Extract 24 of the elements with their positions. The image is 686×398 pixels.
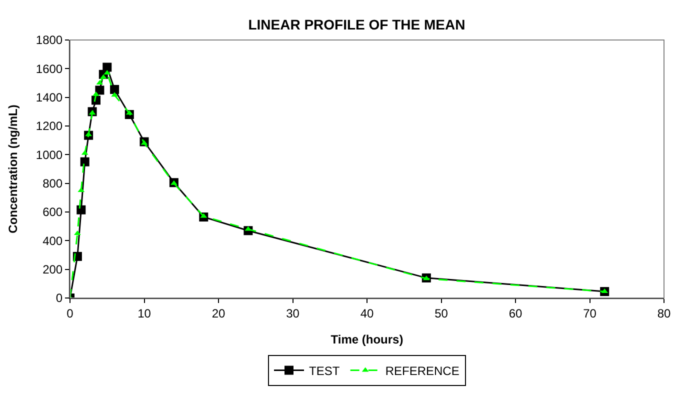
y-tick-label: 800 [42, 176, 63, 191]
x-tick-label: 40 [360, 306, 374, 320]
y-tick-label: 1400 [36, 90, 63, 105]
x-tick-label: 30 [286, 306, 300, 320]
chart-title: LINEAR PROFILE OF THE MEAN [248, 16, 466, 33]
y-tick-label: 1000 [36, 148, 63, 162]
y-tick-label: 1600 [36, 62, 63, 76]
x-axis-title: Time (hours) [330, 332, 404, 346]
y-tick-label: 600 [42, 205, 63, 220]
x-tick-label: 50 [434, 306, 448, 320]
x-tick-label: 20 [212, 306, 226, 320]
x-tick-label: 0 [66, 306, 74, 320]
y-tick-label: 400 [42, 234, 63, 248]
y-tick-label: 1800 [36, 33, 63, 48]
legend-label: TEST [309, 364, 340, 378]
y-tick-label: 0 [56, 291, 63, 306]
y-tick-label: 200 [42, 262, 63, 277]
x-tick-label: 60 [508, 306, 522, 320]
x-tick-label: 80 [657, 306, 671, 320]
x-tick-label: 10 [138, 306, 152, 320]
x-tick-label: 70 [583, 306, 597, 320]
legend-label: REFERENCE [385, 364, 460, 378]
y-tick-label: 1200 [36, 119, 63, 134]
y-axis-title: Concentration (ng/mL) [6, 104, 20, 234]
